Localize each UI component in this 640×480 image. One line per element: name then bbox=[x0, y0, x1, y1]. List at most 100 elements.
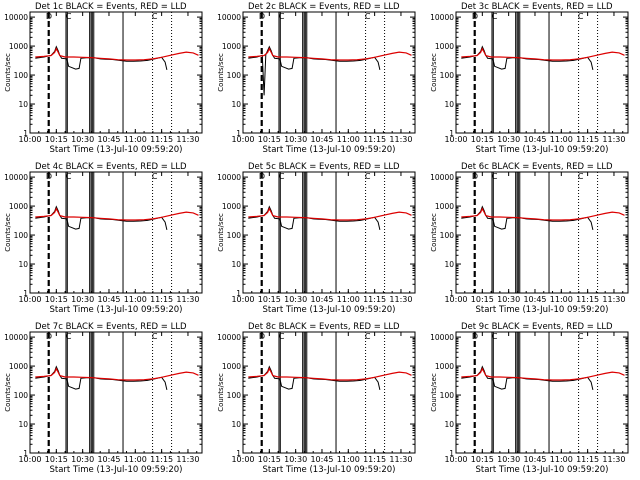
marker-label: C bbox=[578, 332, 584, 341]
y-tick-label: 1000 bbox=[9, 362, 28, 371]
x-axis-label: Start Time (13-Jul-10 09:59:20) bbox=[50, 145, 183, 155]
panel-title: Det 4c BLACK = Events, RED = LLD bbox=[35, 162, 187, 172]
y-tick-label: 1 bbox=[23, 129, 28, 138]
x-tick-label: 10:00 bbox=[444, 135, 467, 144]
x-tick-label: 10:45 bbox=[310, 455, 333, 464]
y-tick-label: 1 bbox=[236, 129, 241, 138]
x-tick-label: 11:00 bbox=[550, 135, 573, 144]
x-tick-label: 11:15 bbox=[150, 455, 173, 464]
panel-title: Det 3c BLACK = Events, RED = LLD bbox=[461, 2, 613, 12]
marker-label: D bbox=[46, 12, 52, 21]
y-tick-label: 10000 bbox=[430, 173, 454, 182]
marker-label: C bbox=[279, 332, 285, 341]
x-tick-label: 11:30 bbox=[602, 295, 625, 304]
x-tick-label: 11:00 bbox=[550, 455, 573, 464]
y-tick-label: 1 bbox=[236, 449, 241, 458]
marker-label: C bbox=[152, 332, 158, 341]
y-tick-label: 1 bbox=[23, 449, 28, 458]
x-tick-label: 11:30 bbox=[389, 455, 412, 464]
x-tick-label: 11:15 bbox=[150, 135, 173, 144]
series-lld-line bbox=[248, 47, 412, 61]
x-tick-label: 10:15 bbox=[258, 135, 281, 144]
y-tick-label: 1000 bbox=[222, 362, 241, 371]
x-tick-label: 11:30 bbox=[176, 295, 199, 304]
marker-label: C bbox=[66, 332, 72, 341]
y-tick-label: 10000 bbox=[430, 333, 454, 342]
x-tick-label: 11:00 bbox=[337, 455, 360, 464]
x-tick-label: 11:30 bbox=[602, 455, 625, 464]
y-tick-label: 10000 bbox=[217, 13, 241, 22]
y-axis-label: Counts/sec bbox=[217, 373, 225, 412]
marker-label: C bbox=[365, 332, 371, 341]
x-tick-label: 10:00 bbox=[444, 295, 467, 304]
x-tick-label: 10:00 bbox=[231, 455, 254, 464]
x-tick-label: 11:00 bbox=[337, 135, 360, 144]
marker-label: C bbox=[492, 332, 498, 341]
x-tick-label: 11:15 bbox=[576, 455, 599, 464]
series-lld-line bbox=[35, 207, 199, 221]
x-tick-label: 11:30 bbox=[389, 295, 412, 304]
x-tick-label: 11:15 bbox=[363, 135, 386, 144]
plot-frame bbox=[242, 171, 416, 294]
marker-label: C bbox=[365, 172, 371, 181]
x-tick-label: 10:00 bbox=[18, 295, 41, 304]
y-tick-label: 1 bbox=[449, 129, 454, 138]
x-axis-label: Start Time (13-Jul-10 09:59:20) bbox=[263, 465, 396, 475]
y-tick-label: 10 bbox=[231, 100, 241, 109]
x-tick-label: 10:45 bbox=[97, 295, 120, 304]
y-tick-label: 1000 bbox=[9, 42, 28, 51]
y-tick-label: 100 bbox=[227, 391, 242, 400]
y-tick-label: 10 bbox=[18, 100, 28, 109]
x-axis-label: Start Time (13-Jul-10 09:59:20) bbox=[476, 305, 609, 315]
plot-frame bbox=[29, 171, 203, 294]
y-tick-label: 10000 bbox=[4, 13, 28, 22]
x-tick-label: 10:45 bbox=[310, 135, 333, 144]
x-tick-label: 10:30 bbox=[284, 295, 307, 304]
x-tick-label: 10:30 bbox=[284, 455, 307, 464]
x-tick-label: 11:15 bbox=[576, 135, 599, 144]
series-lld-line bbox=[35, 47, 199, 61]
marker-label: C bbox=[492, 12, 498, 21]
y-tick-label: 1 bbox=[449, 289, 454, 298]
y-tick-label: 100 bbox=[440, 231, 455, 240]
y-tick-label: 1000 bbox=[435, 362, 454, 371]
x-tick-label: 10:30 bbox=[497, 135, 520, 144]
y-tick-label: 10000 bbox=[217, 333, 241, 342]
y-axis-label: Counts/sec bbox=[4, 53, 12, 92]
marker-label: C bbox=[492, 172, 498, 181]
x-axis-label: Start Time (13-Jul-10 09:59:20) bbox=[50, 465, 183, 475]
y-axis-label: Counts/sec bbox=[430, 213, 438, 252]
marker-label: C bbox=[578, 12, 584, 21]
x-axis-label: Start Time (13-Jul-10 09:59:20) bbox=[50, 305, 183, 315]
x-tick-label: 10:30 bbox=[497, 295, 520, 304]
x-tick-label: 10:00 bbox=[444, 455, 467, 464]
y-tick-label: 1 bbox=[449, 449, 454, 458]
x-axis-label: Start Time (13-Jul-10 09:59:20) bbox=[263, 305, 396, 315]
x-tick-label: 10:00 bbox=[231, 135, 254, 144]
panel-title: Det 1c BLACK = Events, RED = LLD bbox=[35, 2, 187, 12]
marker-label: C bbox=[279, 12, 285, 21]
y-tick-label: 10 bbox=[231, 420, 241, 429]
marker-label: C bbox=[152, 172, 158, 181]
x-axis-label: Start Time (13-Jul-10 09:59:20) bbox=[263, 145, 396, 155]
x-tick-label: 11:00 bbox=[124, 135, 147, 144]
marker-label: D bbox=[472, 332, 478, 341]
panel-title: Det 9c BLACK = Events, RED = LLD bbox=[461, 322, 613, 332]
y-tick-label: 100 bbox=[440, 71, 455, 80]
x-axis-label: Start Time (13-Jul-10 09:59:20) bbox=[476, 145, 609, 155]
marker-label: D bbox=[472, 12, 478, 21]
x-tick-label: 10:45 bbox=[523, 135, 546, 144]
y-axis-label: Counts/sec bbox=[430, 53, 438, 92]
series-lld-line bbox=[461, 367, 625, 381]
x-tick-label: 10:00 bbox=[18, 135, 41, 144]
panel-title: Det 7c BLACK = Events, RED = LLD bbox=[35, 322, 187, 332]
x-tick-label: 10:15 bbox=[45, 295, 68, 304]
x-tick-label: 10:45 bbox=[523, 295, 546, 304]
series-lld-line bbox=[461, 207, 625, 221]
x-axis-label: Start Time (13-Jul-10 09:59:20) bbox=[476, 465, 609, 475]
x-tick-label: 11:30 bbox=[176, 455, 199, 464]
